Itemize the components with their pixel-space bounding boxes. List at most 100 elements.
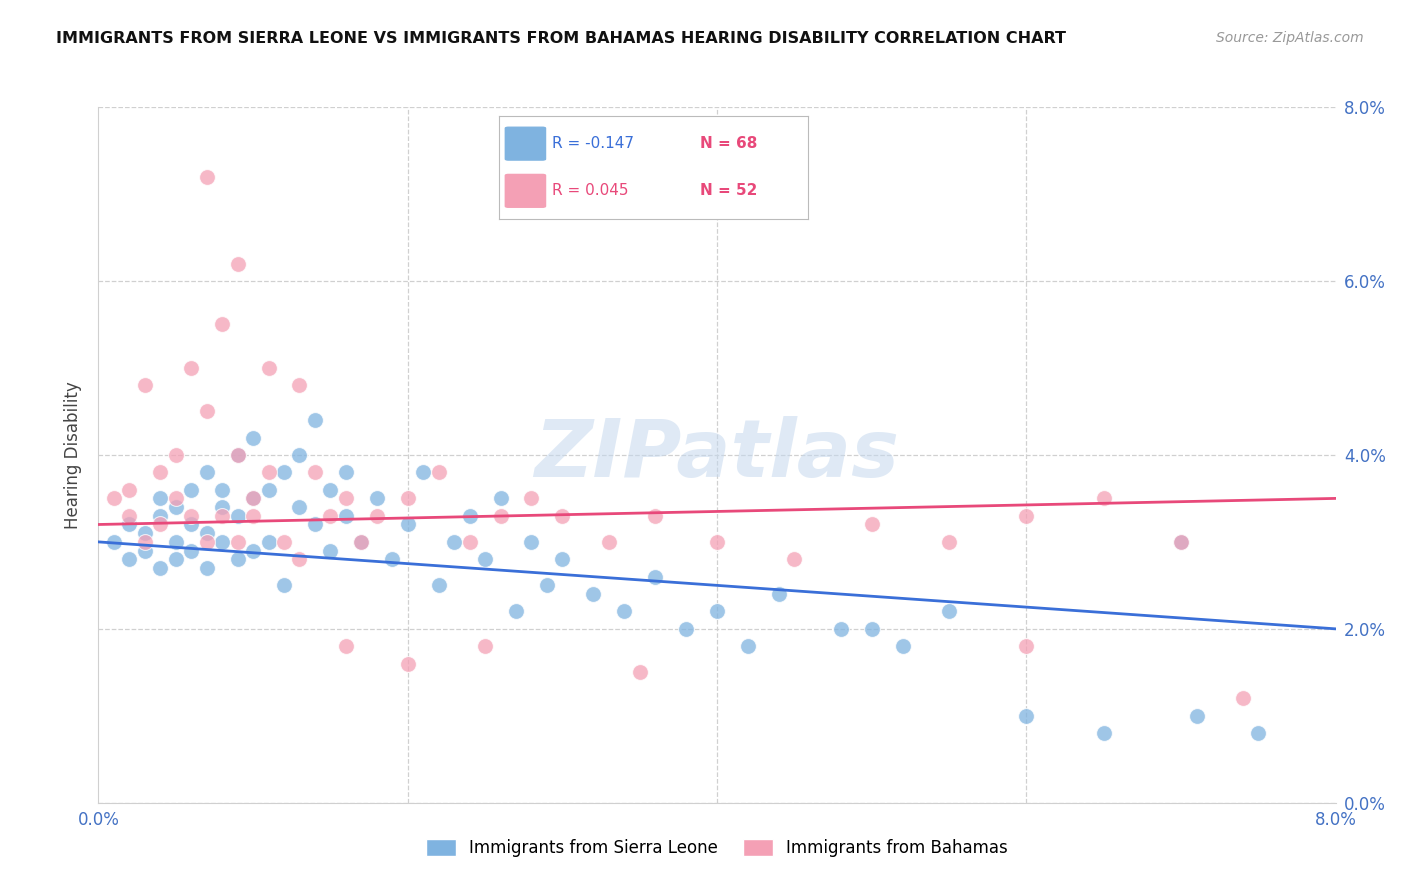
Point <box>938 535 960 549</box>
Point <box>180 517 202 532</box>
Point <box>195 466 218 480</box>
Point <box>366 491 388 506</box>
Point <box>474 639 496 653</box>
Point <box>1092 491 1115 506</box>
Point <box>195 169 218 184</box>
Text: ZIPatlas: ZIPatlas <box>534 416 900 494</box>
Point <box>134 543 156 558</box>
Point <box>551 552 574 566</box>
Point <box>288 500 311 514</box>
Point <box>103 491 125 506</box>
Point <box>1092 726 1115 740</box>
Point <box>644 570 666 584</box>
Point <box>180 360 202 375</box>
Point <box>474 552 496 566</box>
Point <box>427 578 450 592</box>
Point <box>257 466 280 480</box>
Point <box>242 508 264 523</box>
Point <box>149 466 172 480</box>
Point <box>226 448 249 462</box>
Point <box>335 639 357 653</box>
Point <box>598 535 620 549</box>
Point <box>165 500 187 514</box>
Point <box>134 535 156 549</box>
Point <box>1015 639 1038 653</box>
Point <box>273 578 295 592</box>
Point <box>1185 708 1208 723</box>
Point <box>335 466 357 480</box>
Point <box>257 483 280 497</box>
Point <box>1247 726 1270 740</box>
Point <box>118 552 141 566</box>
Point <box>443 535 465 549</box>
Point <box>103 535 125 549</box>
Point <box>427 466 450 480</box>
Point <box>1015 508 1038 523</box>
Point <box>180 483 202 497</box>
Point <box>1015 708 1038 723</box>
Point <box>768 587 790 601</box>
Point <box>288 552 311 566</box>
Point <box>118 517 141 532</box>
Point <box>396 517 419 532</box>
Point <box>489 508 512 523</box>
Point <box>412 466 434 480</box>
Point <box>520 491 543 506</box>
Point <box>118 483 141 497</box>
Point <box>242 491 264 506</box>
Point <box>304 466 326 480</box>
Point <box>1170 535 1192 549</box>
Point <box>180 508 202 523</box>
Point <box>149 508 172 523</box>
Point <box>226 552 249 566</box>
Point <box>737 639 759 653</box>
Point <box>319 543 342 558</box>
FancyBboxPatch shape <box>505 175 546 207</box>
Point <box>211 535 233 549</box>
Point <box>257 535 280 549</box>
Text: N = 52: N = 52 <box>700 184 758 198</box>
Text: IMMIGRANTS FROM SIERRA LEONE VS IMMIGRANTS FROM BAHAMAS HEARING DISABILITY CORRE: IMMIGRANTS FROM SIERRA LEONE VS IMMIGRAN… <box>56 31 1066 46</box>
Point <box>304 413 326 427</box>
Point <box>335 508 357 523</box>
Text: R = 0.045: R = 0.045 <box>551 184 628 198</box>
Point <box>1232 691 1254 706</box>
Point <box>211 508 233 523</box>
Point <box>319 483 342 497</box>
Point <box>520 535 543 549</box>
Point <box>165 448 187 462</box>
Text: Source: ZipAtlas.com: Source: ZipAtlas.com <box>1216 31 1364 45</box>
Point <box>118 508 141 523</box>
Point <box>489 491 512 506</box>
Point <box>211 318 233 332</box>
Point <box>458 535 481 549</box>
Point <box>288 448 311 462</box>
Point <box>149 491 172 506</box>
Point <box>381 552 404 566</box>
Point <box>226 257 249 271</box>
Point <box>830 622 852 636</box>
Point <box>257 360 280 375</box>
Point <box>551 508 574 523</box>
Point <box>242 491 264 506</box>
Point <box>860 517 883 532</box>
Point <box>273 535 295 549</box>
Point <box>180 543 202 558</box>
Point <box>195 526 218 541</box>
Point <box>613 605 636 619</box>
Point <box>242 543 264 558</box>
Point <box>195 535 218 549</box>
Y-axis label: Hearing Disability: Hearing Disability <box>65 381 83 529</box>
Point <box>149 561 172 575</box>
Point <box>288 378 311 392</box>
FancyBboxPatch shape <box>505 128 546 160</box>
Text: N = 68: N = 68 <box>700 136 758 151</box>
Point <box>165 491 187 506</box>
Point <box>628 665 651 680</box>
Point <box>1170 535 1192 549</box>
Point <box>536 578 558 592</box>
Point <box>350 535 373 549</box>
Point <box>165 535 187 549</box>
Point <box>335 491 357 506</box>
Point <box>458 508 481 523</box>
